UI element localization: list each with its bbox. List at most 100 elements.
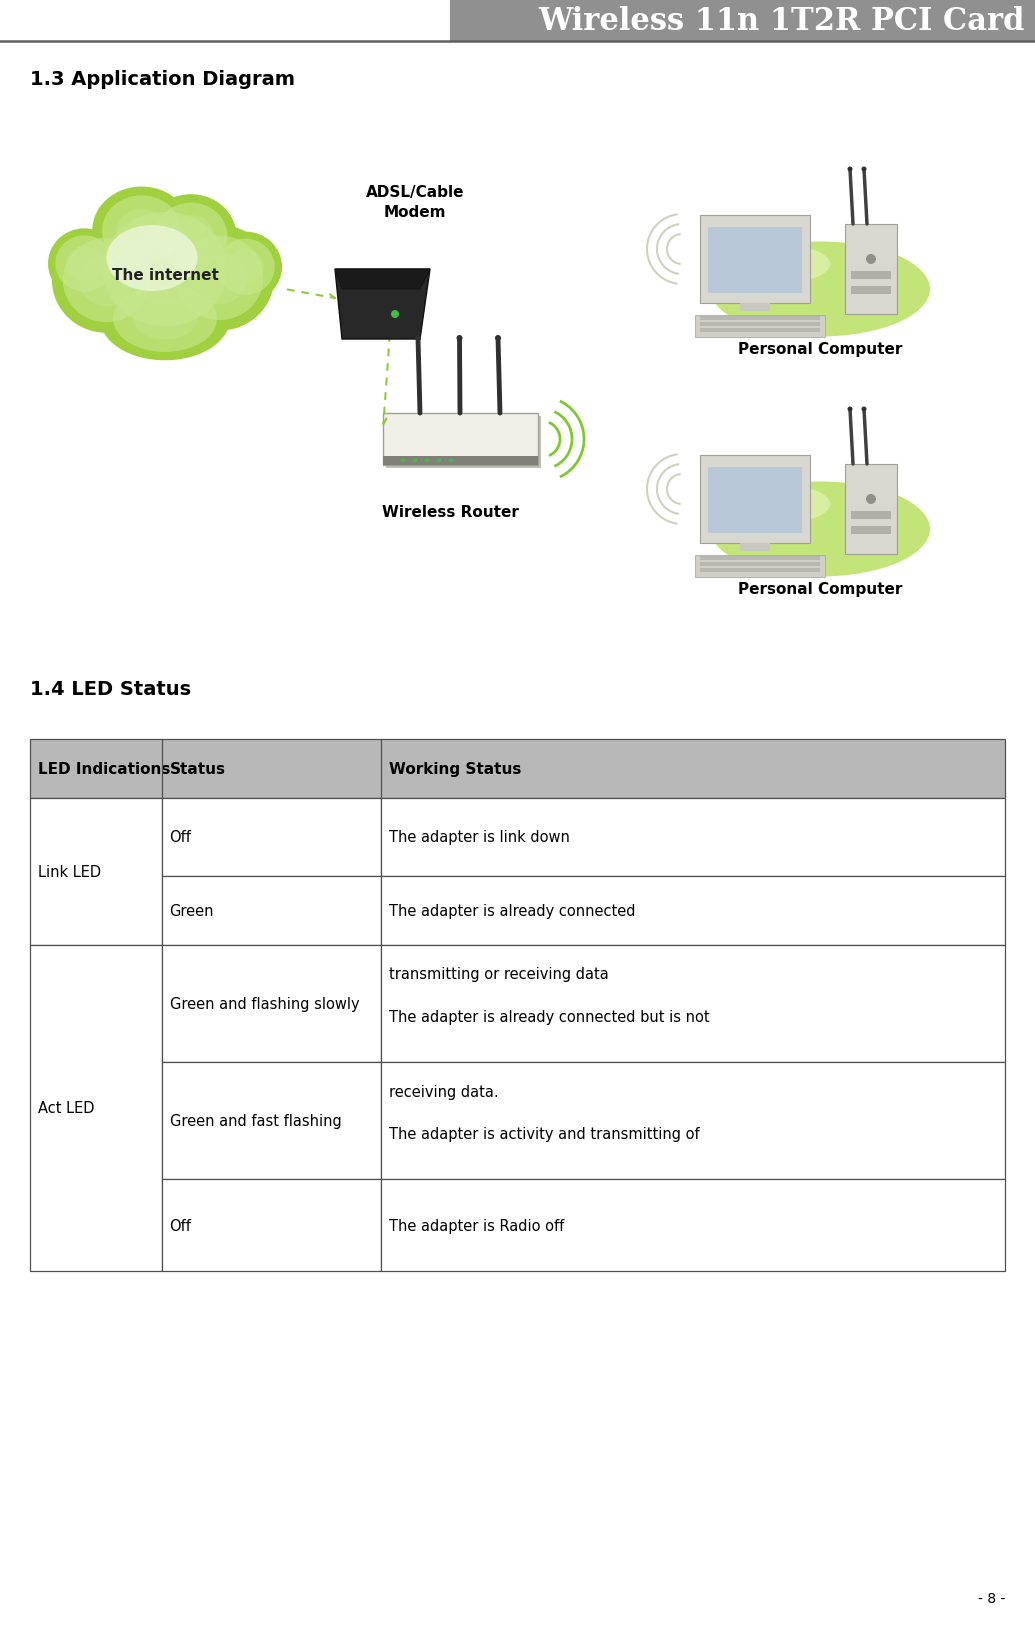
Text: LED Indications: LED Indications (38, 761, 171, 776)
Ellipse shape (154, 204, 228, 271)
Ellipse shape (63, 238, 150, 323)
Ellipse shape (413, 460, 417, 463)
Bar (694, 316, 825, 337)
Ellipse shape (126, 235, 204, 305)
Text: ADSL/Cable
Modem: ADSL/Cable Modem (365, 184, 465, 220)
Ellipse shape (216, 240, 274, 295)
Bar (161, 877, 381, 945)
Ellipse shape (866, 254, 876, 264)
Bar (383, 456, 538, 466)
Text: receiving data.: receiving data. (389, 1084, 499, 1099)
Text: - 8 -: - 8 - (978, 1591, 1005, 1606)
Text: The adapter is activity and transmitting of: The adapter is activity and transmitting… (389, 1126, 700, 1141)
Bar (694, 556, 825, 577)
Ellipse shape (209, 233, 282, 303)
Bar (700, 329, 820, 333)
Text: The adapter is Radio off: The adapter is Radio off (389, 1218, 564, 1232)
Ellipse shape (495, 336, 501, 342)
Ellipse shape (132, 298, 198, 341)
Ellipse shape (66, 246, 102, 282)
Bar (161, 945, 381, 1063)
Text: Wireless Router: Wireless Router (382, 505, 519, 520)
Text: The adapter is already connected but is not: The adapter is already connected but is … (389, 1009, 710, 1024)
Bar (851, 512, 891, 520)
Ellipse shape (176, 236, 263, 321)
Bar (381, 1180, 1005, 1271)
Ellipse shape (102, 196, 181, 267)
Bar (700, 456, 810, 544)
Bar (708, 468, 802, 533)
Ellipse shape (750, 248, 830, 282)
Ellipse shape (100, 277, 230, 362)
Bar (383, 414, 538, 466)
Ellipse shape (92, 187, 191, 275)
Text: Working Status: Working Status (389, 761, 522, 776)
Ellipse shape (424, 460, 430, 463)
Text: The internet: The internet (112, 267, 218, 282)
Text: Wireless 11n 1T2R PCI Card: Wireless 11n 1T2R PCI Card (538, 5, 1025, 36)
Text: 1.3 Application Diagram: 1.3 Application Diagram (30, 70, 295, 90)
Ellipse shape (228, 249, 264, 285)
Ellipse shape (193, 253, 247, 305)
Bar (30, 799, 161, 945)
Ellipse shape (861, 408, 866, 412)
Ellipse shape (391, 311, 400, 319)
Bar (386, 417, 541, 469)
Bar (161, 1063, 381, 1180)
Text: Green: Green (170, 903, 214, 918)
Ellipse shape (401, 460, 406, 463)
Bar (740, 544, 770, 551)
Bar (700, 215, 810, 303)
Ellipse shape (146, 196, 237, 279)
Bar (381, 877, 1005, 945)
Text: 1.4 LED Status: 1.4 LED Status (30, 680, 191, 699)
Bar (30, 945, 161, 1271)
Ellipse shape (107, 227, 198, 292)
Ellipse shape (750, 487, 830, 522)
Bar (161, 1180, 381, 1271)
Ellipse shape (448, 460, 453, 463)
Ellipse shape (710, 243, 930, 337)
Text: Status: Status (170, 761, 226, 776)
Text: Personal Computer: Personal Computer (738, 582, 903, 597)
Polygon shape (335, 271, 430, 290)
Bar (845, 225, 897, 315)
Text: Link LED: Link LED (38, 864, 101, 879)
Ellipse shape (456, 336, 463, 342)
Ellipse shape (55, 236, 114, 292)
Ellipse shape (87, 199, 243, 341)
Bar (381, 1063, 1005, 1180)
Text: The adapter is already connected: The adapter is already connected (389, 903, 635, 918)
Bar (30, 740, 1005, 799)
Ellipse shape (113, 285, 217, 352)
Ellipse shape (169, 215, 214, 258)
Ellipse shape (415, 336, 421, 342)
Polygon shape (335, 271, 430, 339)
Ellipse shape (848, 168, 853, 173)
Ellipse shape (165, 227, 274, 331)
Bar (700, 562, 820, 567)
Ellipse shape (52, 228, 161, 334)
Bar (851, 272, 891, 280)
Ellipse shape (861, 168, 866, 173)
Text: transmitting or receiving data: transmitting or receiving data (389, 967, 609, 981)
Ellipse shape (102, 212, 228, 328)
Text: Off: Off (170, 1218, 191, 1232)
Text: Act LED: Act LED (38, 1100, 94, 1115)
Ellipse shape (866, 494, 876, 505)
Text: Off: Off (170, 830, 191, 844)
Bar (845, 465, 897, 554)
Bar (708, 228, 802, 293)
Bar (450, 0, 1035, 42)
Ellipse shape (437, 460, 442, 463)
Ellipse shape (80, 254, 134, 306)
Ellipse shape (48, 230, 121, 300)
Bar (740, 303, 770, 311)
Text: Green and flashing slowly: Green and flashing slowly (170, 996, 359, 1011)
Ellipse shape (710, 482, 930, 577)
Ellipse shape (848, 408, 853, 412)
Bar (161, 799, 381, 877)
Text: Green and fast flashing: Green and fast flashing (170, 1113, 342, 1128)
Text: The adapter is link down: The adapter is link down (389, 830, 570, 844)
Bar (851, 526, 891, 535)
